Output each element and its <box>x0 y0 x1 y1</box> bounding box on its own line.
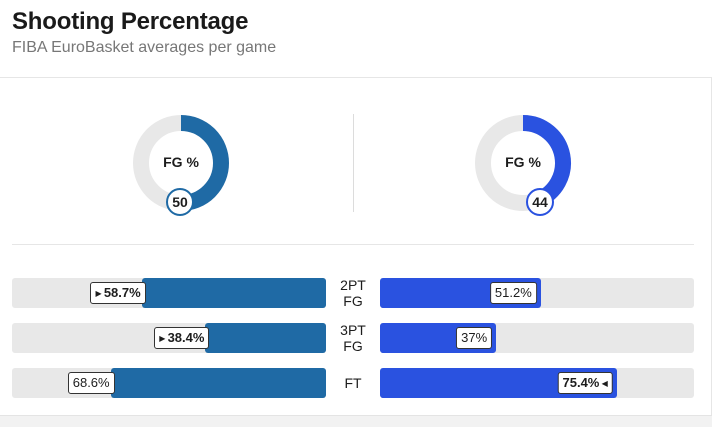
leader-arrow-icon: ▶ <box>95 289 104 298</box>
donut-title: FG % <box>505 154 541 170</box>
bar-value-label: 51.2% <box>489 282 537 304</box>
panel-footer <box>0 415 712 427</box>
bar-value-label: ▶ 58.7% <box>90 282 146 304</box>
bar-left <box>141 278 326 308</box>
bar-track-right: 51.2% <box>380 278 694 308</box>
leader-arrow-icon: ▶ <box>159 334 168 343</box>
leader-arrow-icon: ◀ <box>599 379 608 388</box>
bar-track-right: 37% <box>380 323 694 353</box>
bar-value-label: 68.6% <box>67 372 115 394</box>
donut-value-badge: 50 <box>166 188 194 216</box>
bar-track-left: 68.6% <box>12 368 326 398</box>
bar-track-right: 75.4% ◀ <box>380 368 694 398</box>
donut-slice <box>180 115 229 211</box>
bar-value-label: 37% <box>456 327 493 349</box>
chart-header: Shooting Percentage FIBA EuroBasket aver… <box>12 8 276 57</box>
bar-value-label: 75.4% ◀ <box>557 372 613 394</box>
donut-title: FG % <box>163 154 199 170</box>
donut-value-badge: 44 <box>526 188 554 216</box>
bar-left <box>110 368 326 398</box>
bar-track-left: ▶ 58.7% <box>12 278 326 308</box>
fg-donut-right: FG % 44 <box>473 113 573 216</box>
bar-track-left: ▶ 38.4% <box>12 323 326 353</box>
fg-donut-left: FG % 50 <box>131 113 231 216</box>
middle-divider <box>12 244 694 245</box>
category-label: 2PT FG <box>340 277 366 309</box>
center-divider <box>353 114 354 212</box>
top-divider <box>0 77 712 78</box>
category-label: 3PT FG <box>340 322 366 354</box>
page-title: Shooting Percentage <box>12 8 249 35</box>
bar-value-label: ▶ 38.4% <box>154 327 210 349</box>
page-subtitle: FIBA EuroBasket averages per game <box>12 39 277 56</box>
bar-left <box>205 323 326 353</box>
category-label: FT <box>344 375 362 391</box>
